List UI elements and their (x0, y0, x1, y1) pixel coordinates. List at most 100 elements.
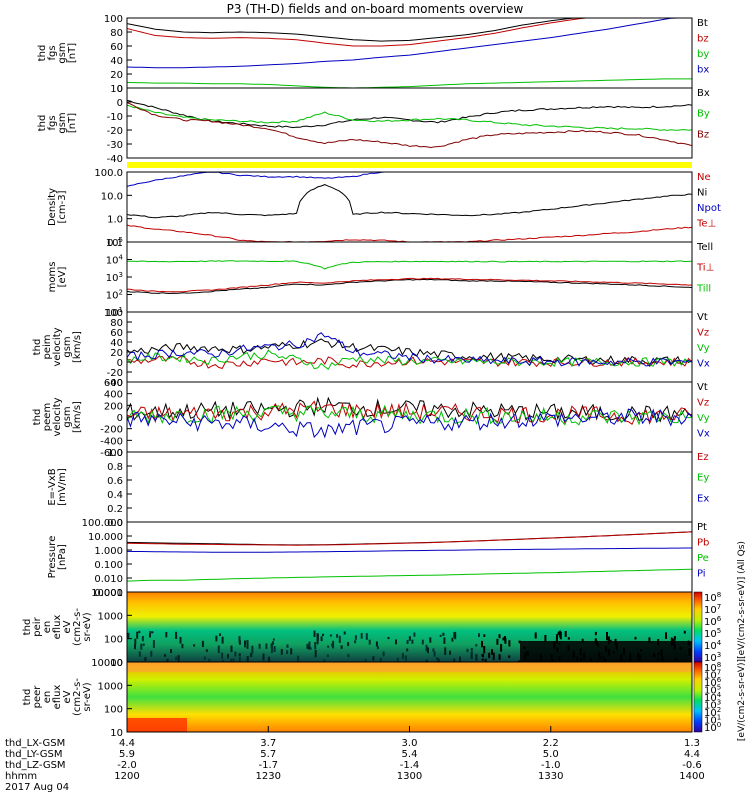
spectrogram-speckle (500, 644, 503, 652)
ylabel-line: thd (22, 689, 33, 706)
spectrogram-speckle (336, 634, 339, 638)
ytick-label: 0.010 (94, 574, 123, 585)
ylabel-line: [nPa] (57, 544, 68, 570)
spectrogram-speckle (219, 633, 221, 636)
spectrogram-speckle (492, 652, 495, 660)
ytick-label: 10.000 (88, 532, 123, 543)
spectrogram-speckle (177, 655, 180, 663)
ylabel-line: Pressure (47, 536, 58, 579)
ylabel-line: peir (32, 616, 43, 636)
legend-pressure-3: Pi (697, 569, 706, 580)
xtick-LZ: -1.7 (258, 760, 278, 771)
spectrogram-speckle (421, 639, 424, 645)
spectrogram-speckle (165, 632, 168, 638)
spectrogram-speckle (258, 643, 261, 649)
spectrogram-speckle (375, 641, 378, 647)
panel-frame-fgs_comp (126, 87, 693, 159)
spectrogram-speckle (268, 658, 271, 662)
spectrogram-speckle (203, 656, 206, 660)
legend-peim_velocity-3: Vx (697, 359, 710, 370)
spectrogram-speckle (238, 653, 241, 657)
spectrogram-speckle (272, 638, 275, 641)
spectrogram-speckle (149, 632, 151, 638)
spectrogram-speckle (320, 636, 323, 642)
xtick-LX: 2.2 (543, 738, 559, 749)
spectrogram-speckle (179, 636, 182, 644)
legend-fgs_comp-0: Bx (697, 88, 710, 99)
spectrogram-speckle (354, 635, 357, 640)
legend-pressure-2: Pe (697, 553, 709, 564)
series-pressure-Pi-line (126, 547, 692, 553)
spectrogram-speckle (347, 642, 350, 647)
spectrogram-speckle (306, 643, 309, 649)
spectrogram-speckle (365, 633, 368, 640)
spectrogram-speckle (286, 644, 289, 648)
spectrogram-speckle (142, 643, 145, 646)
ytick-label: 104 (106, 254, 124, 267)
spectrogram-speckle (290, 648, 293, 655)
ytick-label: 0.8 (107, 462, 123, 473)
spectrogram-speckle (427, 647, 429, 654)
spectrogram-speckle (401, 653, 404, 659)
series-moms_temp-Tell-line (126, 278, 693, 295)
ytick-label: 100 (104, 14, 123, 25)
ytick-label: 0 (117, 358, 123, 369)
spectrogram-speckle (483, 646, 486, 654)
ylabel-line: en (42, 691, 53, 704)
ylabel-line: E=-VxB (47, 468, 58, 505)
ylabel-line: peer (32, 685, 43, 709)
spectrogram-speckle (443, 637, 446, 644)
spectrogram-speckle (508, 655, 511, 658)
legend-density-3: Te⊥ (696, 219, 716, 230)
spectrogram-speckle (273, 646, 276, 652)
ytick-label: 105 (106, 236, 123, 249)
panel-frame-moms_temp (126, 241, 693, 313)
colorbar-tick: 104 (704, 691, 722, 704)
spectrogram-speckle (498, 654, 501, 660)
spectrogram-speckle (326, 654, 329, 657)
legend-moms_temp-1: Ti⊥ (696, 263, 714, 274)
spectrogram-speckle (265, 643, 268, 649)
legend-peem_velocity-3: Vx (697, 429, 710, 440)
xtick-LZ: -1.0 (541, 760, 561, 771)
spectrogram-speckle (607, 636, 610, 644)
series-density-Ne-line (126, 224, 693, 243)
ytick-label: 20 (110, 348, 123, 359)
colorbar-tick: 108 (704, 591, 721, 604)
spectrogram-hot-band (127, 718, 187, 732)
ylabel-line: (cm2-s- (72, 678, 83, 716)
ytick-label: 10000 (91, 588, 123, 599)
ytick-label: 103 (106, 271, 123, 284)
ytick-label: 200 (104, 401, 123, 412)
colorbar-tick: 103 (704, 651, 721, 664)
ytick-label: 100.0 (94, 168, 123, 179)
series-pressure-Pe-line (126, 568, 693, 582)
spectrogram-speckle (683, 630, 686, 634)
ytick-label: 60 (110, 42, 123, 53)
spectrogram-speckle (379, 657, 382, 662)
spectrogram-speckle (594, 631, 597, 636)
xtick-LZ: -1.4 (400, 760, 420, 771)
colorbar-label: [eV/(cm2-s-sr-eV)] (All Qs) (737, 541, 747, 659)
xtick-LY: 4.4 (684, 749, 700, 760)
spectrogram-speckle (368, 639, 371, 645)
ylabel-line: peim (42, 334, 53, 359)
ylabel-line: eV (62, 620, 73, 633)
spectrogram-speckle (238, 656, 241, 662)
spectrogram-speckle (451, 637, 454, 642)
panel-frame-pressure (126, 521, 693, 593)
spectrogram-speckle (429, 637, 432, 643)
ylabel-line: (cm2-s- (72, 608, 83, 646)
spectrogram-speckle (488, 652, 491, 659)
spectrogram-speckle (134, 644, 136, 650)
ytick-label: 0.1 (107, 238, 123, 249)
chart-title: P3 (TH-D) fields and on-board moments ov… (227, 2, 524, 16)
spectrogram-speckle (308, 646, 310, 650)
ylabel-line: thd (32, 339, 43, 356)
spectrogram-speckle (470, 651, 473, 659)
spectrogram-speckle (244, 640, 246, 647)
ytick-label: 102 (106, 289, 123, 302)
legend-efield-1: Ey (697, 473, 709, 484)
ytick-label: 101 (106, 306, 123, 319)
